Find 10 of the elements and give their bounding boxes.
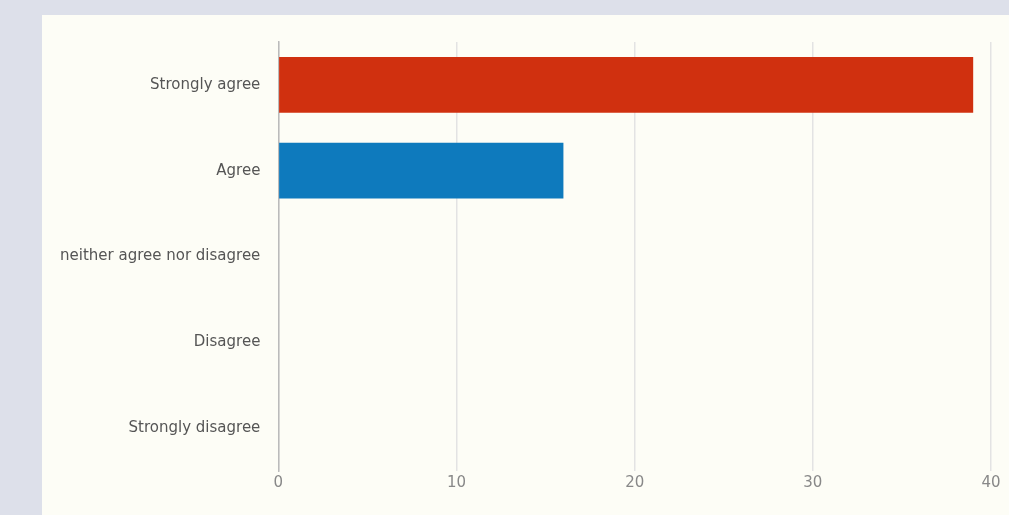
x-tick-label: 0 [273,472,284,491]
y-tick-label: neither agree nor disagree [59,246,261,265]
x-tick-label: 20 [625,472,645,491]
y-tick-label: Disagree [193,332,261,351]
x-tick-label: 30 [803,472,823,491]
x-tick-label: 10 [446,472,467,491]
y-tick-label: Strongly agree [150,74,261,93]
x-tick-label: 40 [981,472,1001,491]
y-tick-label: Agree [216,160,261,179]
y-tick-label: Strongly disagree [128,417,261,436]
